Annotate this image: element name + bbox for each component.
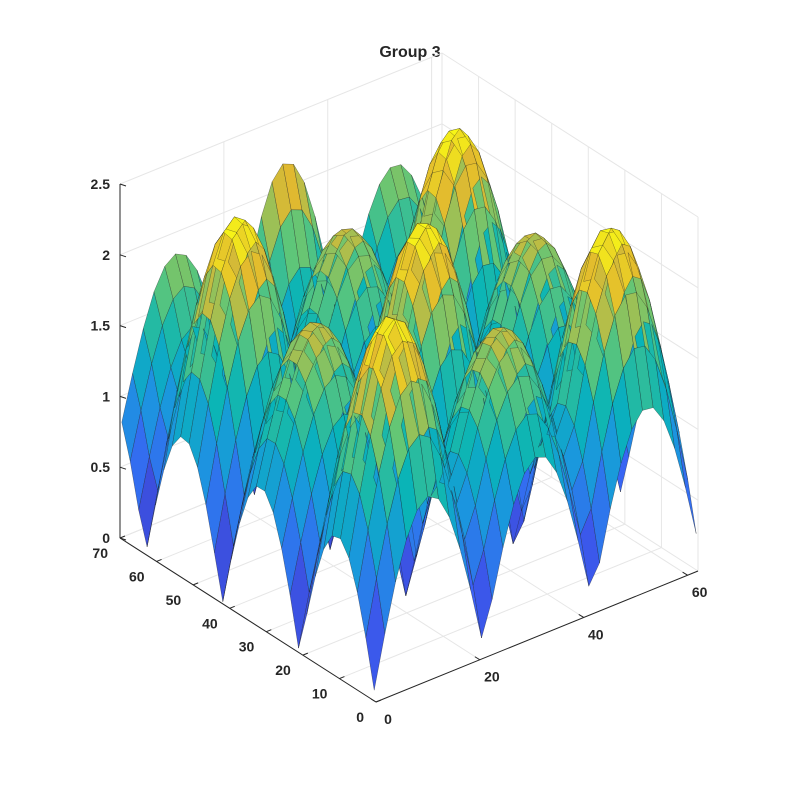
y-tick-mark bbox=[192, 582, 199, 586]
x-tick-mark bbox=[682, 571, 688, 576]
gridline-y bbox=[229, 123, 553, 609]
z-tick-label: 1 bbox=[102, 388, 110, 404]
surface bbox=[121, 128, 697, 691]
y-tick-label: 20 bbox=[275, 662, 291, 678]
surface-face bbox=[666, 389, 686, 488]
x-tick-label: 0 bbox=[384, 711, 392, 727]
z-tick-label: 0 bbox=[102, 530, 110, 546]
x-tick-label: 20 bbox=[484, 669, 500, 685]
y-tick-mark bbox=[375, 699, 382, 703]
y-tick-mark bbox=[266, 629, 272, 633]
z-tick-mark bbox=[119, 183, 127, 187]
y-tick-mark bbox=[302, 652, 309, 656]
y-tick-mark bbox=[119, 535, 126, 539]
surface-face bbox=[676, 430, 697, 534]
x-axis-line bbox=[375, 570, 699, 703]
z-tick-label: 1.5 bbox=[91, 318, 111, 334]
z-tick-mark bbox=[119, 254, 127, 258]
axes bbox=[119, 183, 699, 703]
z-tick-label: 2 bbox=[102, 247, 110, 263]
y-tick-label: 0 bbox=[356, 709, 364, 725]
gridline-y bbox=[339, 193, 662, 680]
z-tick-mark bbox=[119, 325, 127, 329]
x-tick-label: 60 bbox=[692, 584, 708, 600]
y-tick-label: 10 bbox=[312, 686, 328, 702]
y-tick-mark bbox=[156, 558, 162, 562]
y-axis-line bbox=[119, 537, 377, 703]
y-tick-mark bbox=[229, 605, 235, 609]
x-tick-mark bbox=[474, 656, 481, 661]
y-tick-label: 30 bbox=[239, 639, 255, 655]
z-tick-mark bbox=[119, 537, 127, 541]
chart-title: Group 3 bbox=[379, 44, 440, 61]
z-tick-label: 0.5 bbox=[91, 459, 111, 475]
y-tick-label: 50 bbox=[166, 592, 182, 608]
z-tick-label: 2.5 bbox=[91, 176, 111, 192]
y-tick-mark bbox=[339, 676, 345, 680]
y-tick-label: 60 bbox=[129, 568, 145, 584]
z-tick-mark bbox=[119, 395, 127, 399]
x-tick-label: 40 bbox=[588, 626, 604, 642]
z-tick-mark bbox=[119, 466, 127, 470]
x-tick-mark bbox=[578, 614, 584, 618]
x-tick-mark bbox=[370, 698, 377, 703]
y-tick-label: 70 bbox=[92, 545, 108, 561]
y-tick-label: 40 bbox=[202, 615, 218, 631]
